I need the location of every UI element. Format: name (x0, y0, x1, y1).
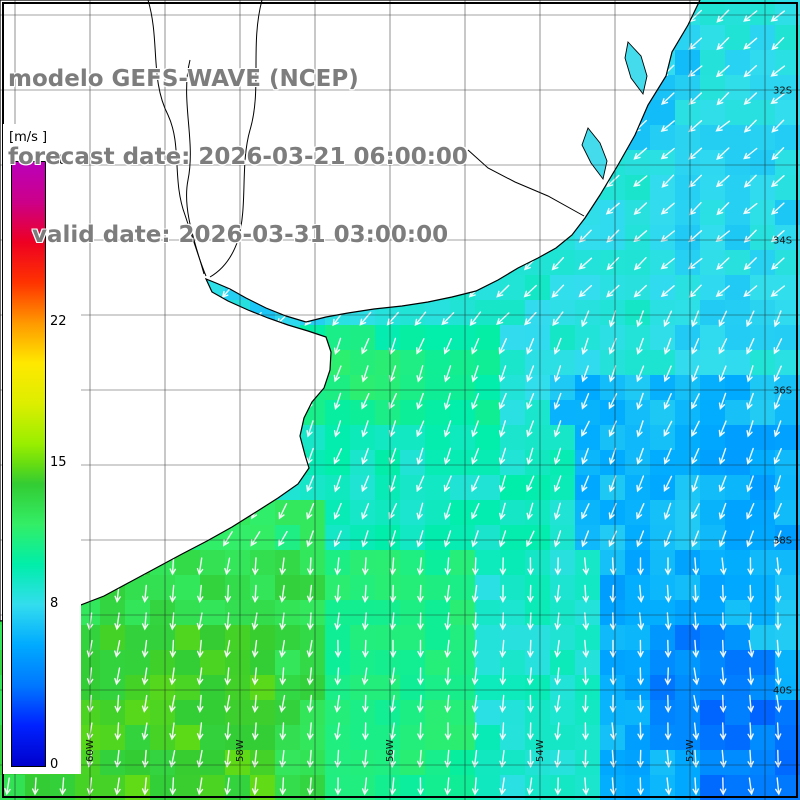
lon-label: 58W (235, 739, 246, 762)
lon-label: 60W (85, 739, 96, 762)
river-line (186, 59, 205, 275)
lon-label: 54W (535, 739, 546, 762)
coastal-lagoon (624, 41, 648, 96)
colorbar-tick-label: 30 (50, 153, 67, 168)
valid-date-label: valid date: 2026-03-31 03:00:00 (32, 222, 449, 248)
colorbar-gradient (11, 161, 46, 767)
axis-labels: 32S 34S 36S 38S 40S 60W 58W 56W 54W 52W (85, 86, 792, 763)
colorbar-tick-label: 0 (50, 757, 59, 772)
model-title: modelo GEFS-WAVE (NCEP) (8, 66, 359, 92)
coastal-lagoon (581, 127, 608, 181)
forecast-date-label: forecast date: 2026-03-21 06:00:00 (8, 144, 468, 170)
river-line (147, 0, 207, 277)
lat-label: 32S (773, 86, 792, 97)
lon-label: 56W (385, 739, 396, 762)
land-mask (0, 0, 701, 622)
lat-label: 38S (773, 536, 792, 547)
colorbar-tick-label: 8 (50, 595, 59, 611)
colorbar-units-label: [m/s ] (9, 130, 48, 145)
colorbar-tick-label: 15 (50, 455, 67, 470)
colorbar-tick-label: 22 (50, 314, 67, 330)
title-block: modelo GEFS-WAVE (NCEP) forecast date: 2… (8, 14, 468, 300)
lat-label: 34S (773, 236, 792, 247)
river-line (467, 149, 585, 217)
river-line (209, 0, 263, 278)
coastline (0, 0, 701, 622)
lat-label: 36S (773, 386, 792, 397)
lat-label: 40S (773, 686, 792, 697)
lon-label: 52W (685, 739, 696, 762)
